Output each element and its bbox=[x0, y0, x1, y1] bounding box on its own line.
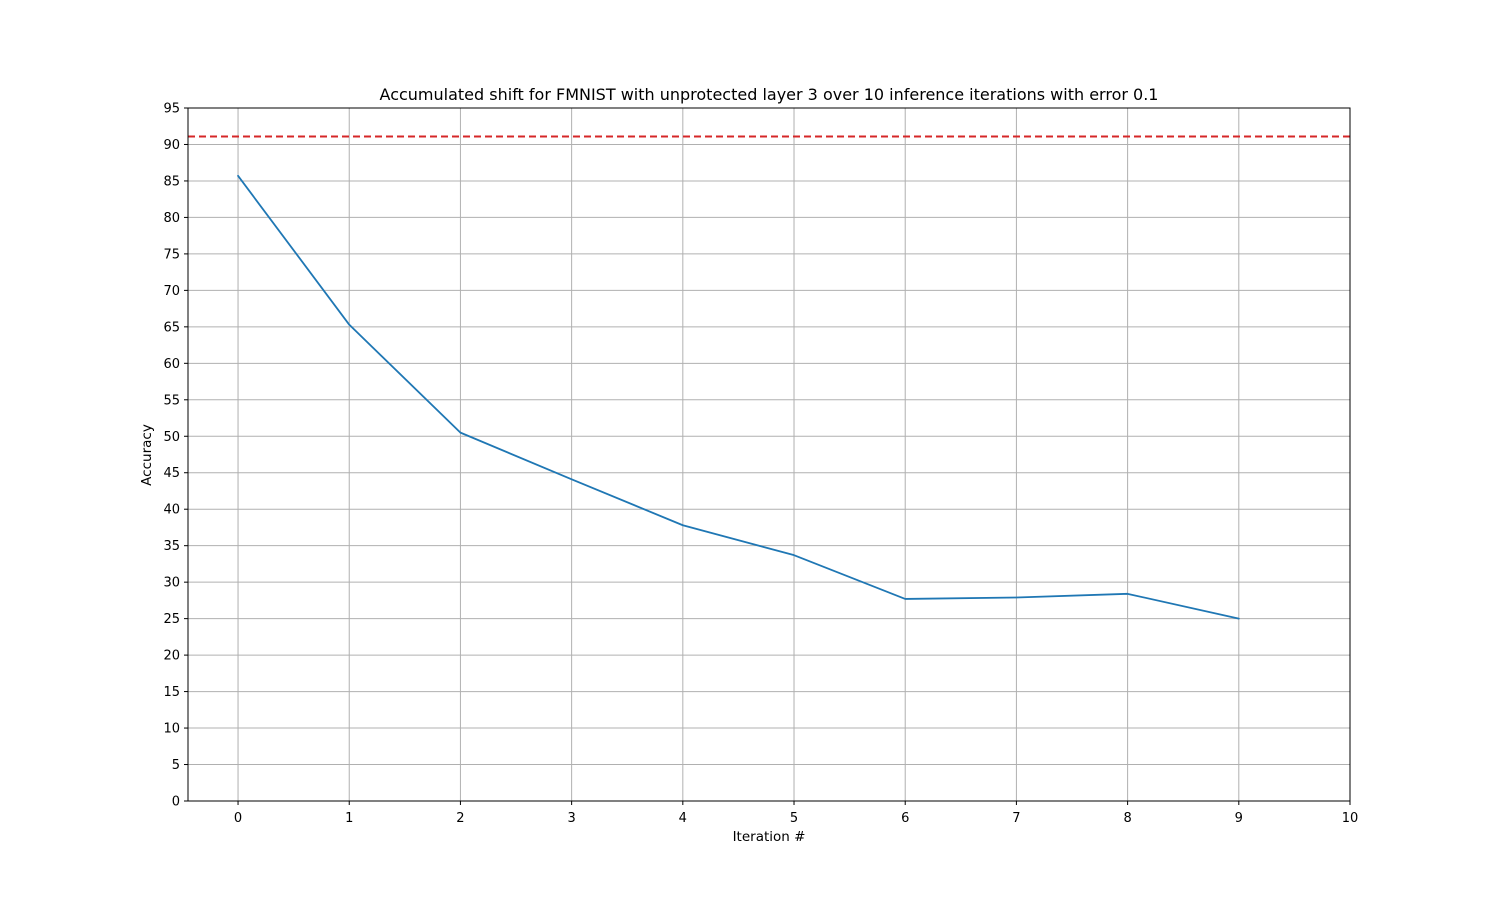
y-tick-label: 5 bbox=[172, 758, 180, 773]
y-tick-label: 35 bbox=[163, 539, 180, 554]
x-tick-label: 5 bbox=[790, 811, 798, 826]
y-tick-label: 85 bbox=[163, 174, 180, 189]
x-tick-label: 6 bbox=[901, 811, 909, 826]
y-tick-label: 10 bbox=[163, 722, 180, 737]
series-layer bbox=[237, 174, 1240, 620]
grid-layer bbox=[188, 107, 1351, 802]
y-tick-label: 70 bbox=[163, 284, 180, 299]
y-tick-label: 90 bbox=[163, 138, 180, 153]
y-tick-label: 25 bbox=[163, 612, 180, 627]
tick-layer: 0 1 2 3 4 5 6 7 8 9 100510152025303540455055606570… bbox=[163, 102, 1358, 827]
x-tick-label: 9 bbox=[1235, 811, 1243, 826]
plot-frame bbox=[187, 107, 1351, 802]
y-tick-label: 65 bbox=[163, 320, 180, 335]
y-tick-label: 30 bbox=[163, 576, 180, 591]
x-tick-label: 0 bbox=[234, 811, 242, 826]
y-tick-label: 75 bbox=[163, 247, 180, 262]
x-tick-label: 4 bbox=[679, 811, 687, 826]
y-tick-label: 0 bbox=[172, 795, 180, 810]
y-axis-label: Accuracy bbox=[139, 424, 155, 486]
x-tick-label: 1 bbox=[345, 811, 353, 826]
y-tick-label: 95 bbox=[163, 102, 180, 117]
y-tick-label: 40 bbox=[163, 503, 180, 518]
y-tick-label: 20 bbox=[163, 649, 180, 664]
x-axis-label: Iteration # bbox=[733, 829, 806, 845]
x-tick-label: 10 bbox=[1342, 811, 1359, 826]
series-line bbox=[237, 174, 1240, 620]
x-tick-label: 7 bbox=[1012, 811, 1020, 826]
y-tick-label: 55 bbox=[163, 393, 180, 408]
x-tick-label: 3 bbox=[567, 811, 575, 826]
y-tick-label: 80 bbox=[163, 211, 180, 226]
x-tick-label: 8 bbox=[1123, 811, 1131, 826]
chart-title: Accumulated shift for FMNIST with unprot… bbox=[380, 85, 1159, 104]
y-tick-label: 15 bbox=[163, 685, 180, 700]
y-tick-label: 60 bbox=[163, 357, 180, 372]
x-tick-label: 2 bbox=[456, 811, 464, 826]
y-tick-label: 45 bbox=[163, 466, 180, 481]
y-tick-label: 50 bbox=[163, 430, 180, 445]
